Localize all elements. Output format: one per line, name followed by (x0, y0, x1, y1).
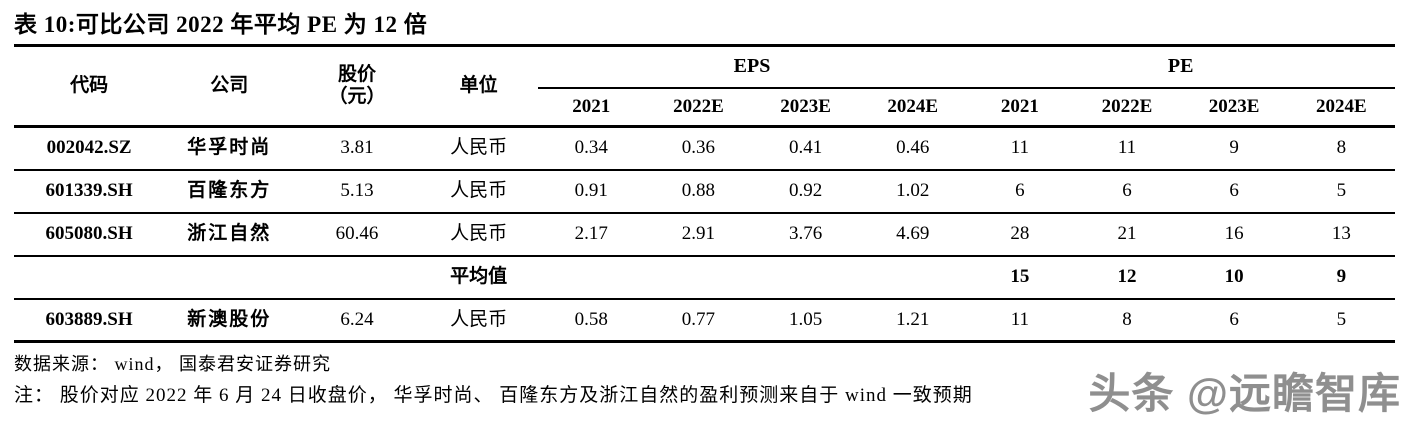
table-row: 605080.SH 浙江自然 60.46 人民币 2.17 2.91 3.76 … (14, 213, 1395, 256)
cell-eps-2023e: 0.41 (788, 137, 823, 159)
cell-unit: 人民币 (450, 223, 508, 245)
header-unit: 单位 (419, 45, 538, 128)
cell-eps-2024e: 4.69 (896, 223, 930, 245)
cell-code: 605080.SH (45, 223, 133, 245)
cell-pe-2021: 6 (1015, 180, 1025, 202)
cell-eps-2023e (752, 256, 859, 299)
cell-pe-2021: 15 (1010, 266, 1030, 288)
cell-pe-2024e: 5 (1336, 308, 1347, 330)
cell-eps-2024e: 1.21 (896, 308, 930, 330)
header-pe-year-2021: 2021 (966, 87, 1074, 128)
cell-pe-2022e: 6 (1122, 180, 1132, 202)
cell-eps-2024e: 1.02 (896, 180, 930, 202)
table-row: 603889.SH 新澳股份 6.24 人民币 0.58 0.77 1.05 1… (14, 299, 1395, 342)
cell-pe-2021: 11 (1010, 137, 1029, 159)
cell-eps-2024e: 0.46 (896, 137, 930, 159)
header-eps-year-2024e: 2024E (859, 87, 967, 128)
watermark: 头条 @远瞻智库 (1082, 360, 1401, 421)
cell-pe-2021: 11 (1010, 308, 1029, 330)
cell-code: 603889.SH (45, 308, 133, 330)
cell-company: 新澳股份 (187, 308, 272, 330)
cell-eps-2022e (645, 256, 752, 299)
cell-eps-2023e: 1.05 (788, 308, 823, 330)
header-pe-year-2022e: 2022E (1073, 87, 1181, 128)
header-pe-group: PE (966, 45, 1395, 89)
average-label: 平均值 (450, 266, 508, 288)
cell-pe-2022e: 8 (1122, 308, 1132, 330)
cell-eps-2022e: 0.88 (681, 180, 716, 202)
header-price: 股价 （元） (294, 45, 420, 128)
cell-company (164, 256, 294, 299)
cell-price: 5.13 (340, 180, 374, 202)
comparable-companies-table: 代码 公司 股价 （元） 单位 EPS PE 2021 2022E 2023E … (14, 44, 1395, 343)
header-price-line2: （元） (328, 86, 386, 107)
group-header-row: 代码 公司 股价 （元） 单位 EPS PE (14, 45, 1395, 128)
cell-pe-2024e: 9 (1336, 266, 1347, 288)
cell-eps-2021: 0.91 (574, 180, 608, 202)
cell-pe-2024e: 13 (1331, 223, 1351, 245)
cell-eps-2023e: 0.92 (788, 180, 823, 202)
cell-eps-2022e: 2.91 (681, 223, 716, 245)
cell-price: 60.46 (335, 223, 379, 245)
header-eps-year-2022e: 2022E (644, 87, 752, 128)
table-header: 代码 公司 股价 （元） 单位 EPS PE 2021 2022E 2023E … (14, 45, 1395, 128)
header-code: 代码 (14, 45, 165, 128)
data-source-note: 数据来源： wind， 国泰君安证券研究 (14, 354, 331, 374)
cell-eps-2021: 0.34 (574, 137, 608, 159)
cell-eps-2021: 2.17 (574, 223, 608, 245)
cell-pe-2023e: 16 (1224, 223, 1244, 245)
cell-pe-2022e: 11 (1117, 137, 1137, 159)
table-footer: 数据来源： wind， 国泰君安证券研究 注： 股价对应 2022 年 6 月 … (14, 351, 1395, 410)
header-eps-year-2023e: 2023E (752, 87, 860, 128)
cell-company: 百隆东方 (187, 180, 272, 202)
cell-price (294, 256, 419, 299)
average-row: 平均值 15 12 10 9 (14, 256, 1395, 299)
cell-pe-2023e: 6 (1229, 180, 1239, 202)
cell-pe-2024e: 8 (1336, 137, 1347, 159)
cell-pe-2024e: 5 (1336, 180, 1347, 202)
cell-eps-2021: 0.58 (574, 308, 608, 330)
cell-eps-2024e (859, 256, 966, 299)
cell-pe-2022e: 12 (1117, 266, 1137, 288)
cell-eps-2022e: 0.77 (681, 308, 716, 330)
cell-unit: 人民币 (450, 308, 508, 330)
header-price-line1: 股价 (337, 64, 376, 86)
header-eps-group: EPS (537, 45, 967, 89)
cell-company: 浙江自然 (187, 223, 272, 245)
cell-eps-2022e: 0.36 (681, 137, 716, 159)
cell-pe-2022e: 21 (1117, 223, 1137, 245)
cell-code: 002042.SZ (46, 137, 132, 159)
cell-price: 6.24 (340, 308, 374, 330)
cell-company: 华孚时尚 (187, 137, 272, 159)
cell-pe-2023e: 10 (1224, 266, 1244, 288)
cell-pe-2023e: 9 (1229, 137, 1239, 159)
header-company: 公司 (164, 45, 295, 128)
cell-unit: 人民币 (450, 180, 508, 202)
header-pe-year-2024e: 2024E (1287, 87, 1395, 128)
header-pe-year-2023e: 2023E (1180, 87, 1288, 128)
table-title: 表 10:可比公司 2022 年平均 PE 为 12 倍 (14, 12, 428, 37)
table-row: 601339.SH 百隆东方 5.13 人民币 0.91 0.88 0.92 1… (14, 170, 1395, 213)
footnote: 注： 股价对应 2022 年 6 月 24 日收盘价， 华孚时尚、 百隆东方及浙… (14, 385, 973, 406)
cell-code (14, 256, 164, 299)
cell-pe-2021: 28 (1010, 223, 1030, 245)
table-row: 002042.SZ 华孚时尚 3.81 人民币 0.34 0.36 0.41 0… (14, 127, 1395, 170)
header-eps-year-2021: 2021 (537, 87, 645, 128)
cell-pe-2023e: 6 (1229, 308, 1239, 330)
cell-unit: 人民币 (450, 137, 508, 159)
year-header-row: 2021 2022E 2023E 2024E 2021 2022E 2023E … (14, 87, 1395, 128)
cell-eps-2023e: 3.76 (788, 223, 823, 245)
cell-eps-2021 (538, 256, 645, 299)
cell-code: 601339.SH (45, 180, 133, 202)
cell-price: 3.81 (340, 137, 374, 159)
